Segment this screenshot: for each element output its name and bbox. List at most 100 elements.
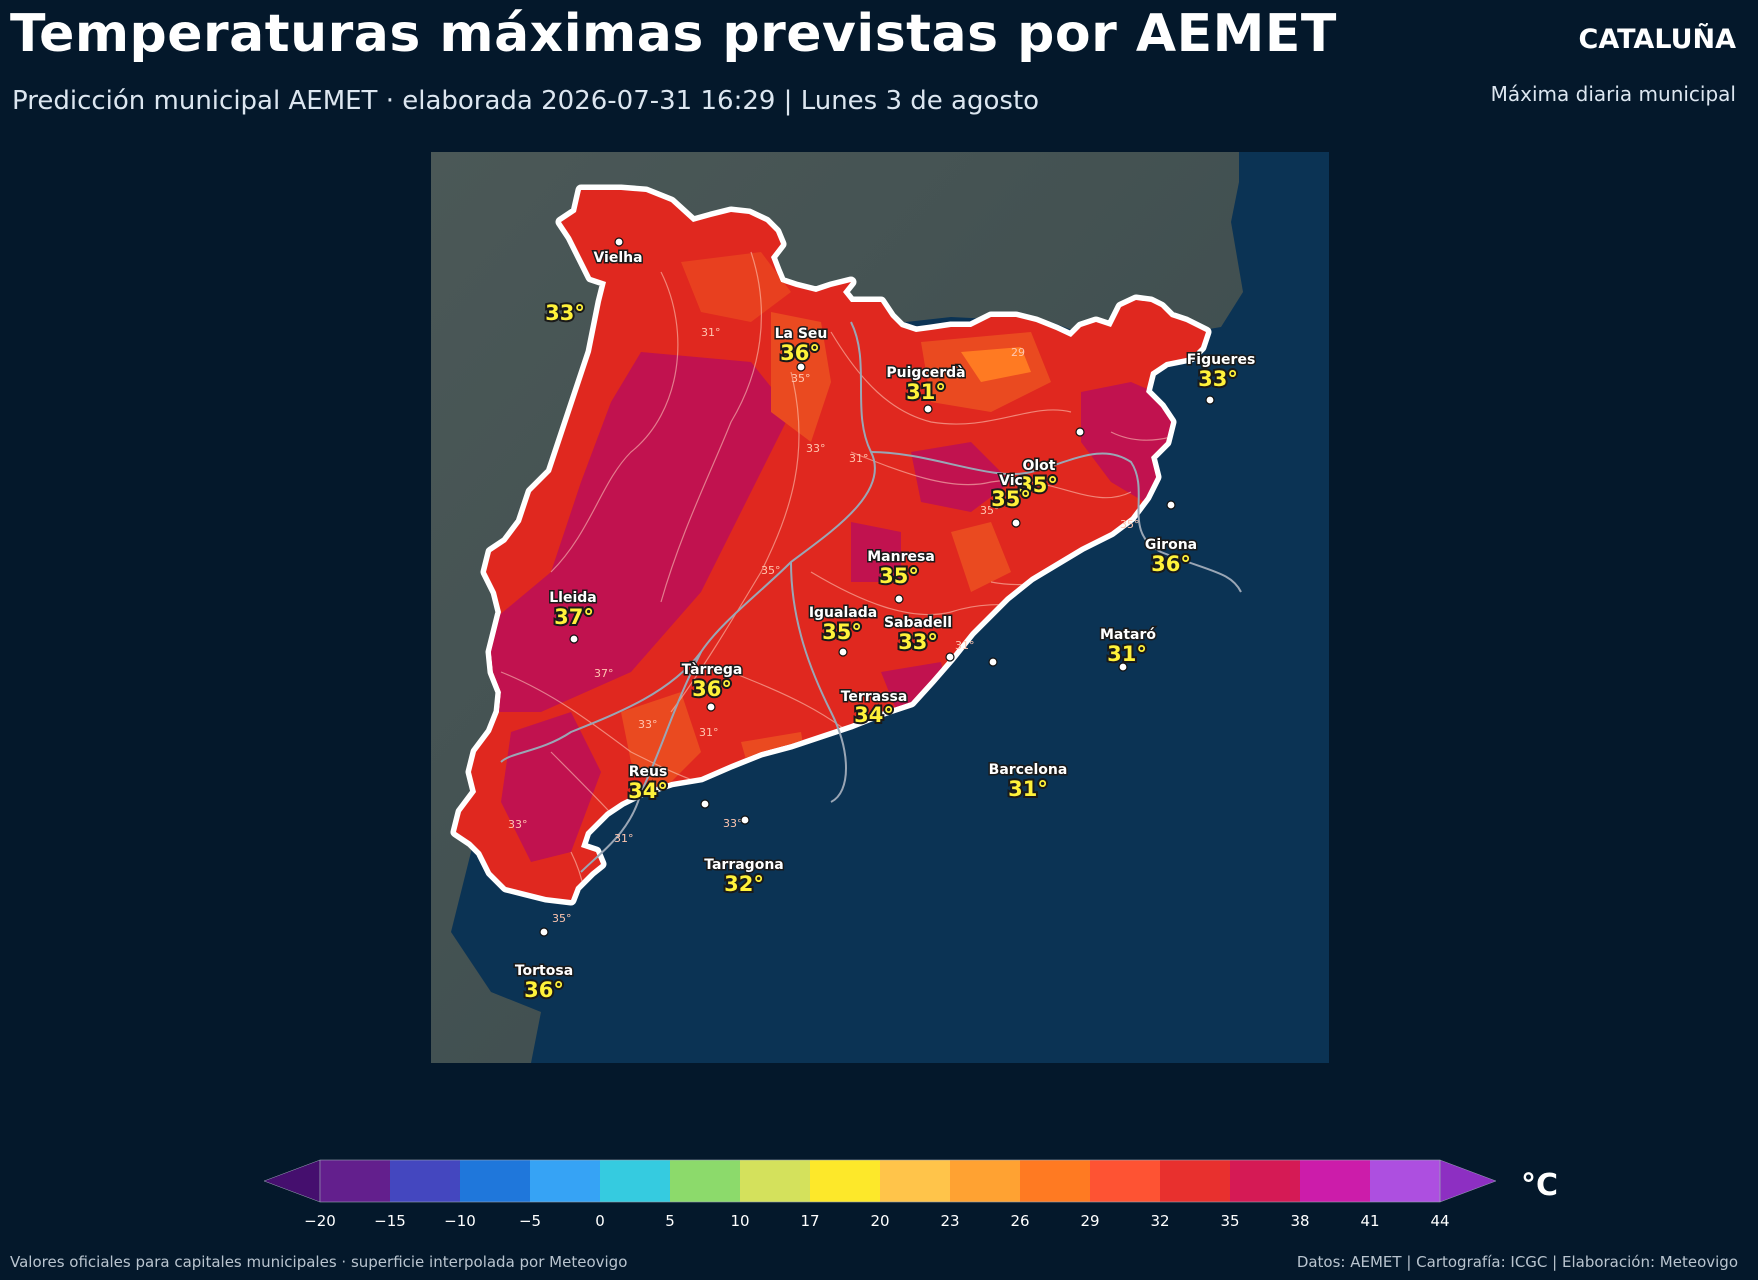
colorbar-segment xyxy=(1230,1160,1301,1202)
contour-lines xyxy=(500,251,1206,900)
city-name-label: Vic xyxy=(999,473,1023,489)
contour-value-label: 35° xyxy=(791,372,811,385)
colorbar-outline xyxy=(319,1159,1441,1203)
contour-value-label: 33° xyxy=(723,817,743,830)
city-marker xyxy=(1011,518,1021,528)
colorbar-segment xyxy=(600,1160,671,1202)
colorbar-tick-label: 38 xyxy=(1290,1212,1310,1230)
colorbar-tick-label: −15 xyxy=(374,1212,406,1230)
city-name-label: Lleida xyxy=(549,590,596,606)
footer-note: Valores oficiales para capitales municip… xyxy=(10,1253,628,1271)
map-title: Temperaturas máximas previstas por AEMET xyxy=(10,4,1337,64)
contour-value-label: 37° xyxy=(594,667,614,680)
city-name-label: Figueres xyxy=(1187,352,1256,368)
city-name-label: Mataró xyxy=(1100,627,1156,643)
colorbar-tick-label: 41 xyxy=(1360,1212,1380,1230)
colorbar-segment xyxy=(390,1160,461,1202)
map-subtitle: Predicción municipal AEMET · elaborada 2… xyxy=(12,86,1040,116)
colorbar-tick-label: 0 xyxy=(595,1212,605,1230)
colorbar-segment xyxy=(1300,1160,1371,1202)
city-marker xyxy=(539,927,549,937)
city-temperature-label: 31° xyxy=(1008,777,1048,801)
colorbar-segment xyxy=(880,1160,951,1202)
colorbar-tick-label: 29 xyxy=(1080,1212,1100,1230)
city-temperature-label: 32° xyxy=(724,872,764,896)
contour-value-label: 35° xyxy=(761,564,781,577)
city-name-label: Barcelona xyxy=(989,762,1068,778)
contour-value-label: 31° xyxy=(701,326,721,339)
colorbar-low-extend xyxy=(263,1159,321,1203)
region-subtitle: Máxima diaria municipal xyxy=(1490,82,1736,106)
province-borders xyxy=(500,321,1242,873)
city-temperature-label: 33° xyxy=(898,630,938,654)
city-marker xyxy=(1205,395,1215,405)
city-marker xyxy=(945,652,955,662)
city-marker xyxy=(700,799,710,809)
city-temperature-label: 33° xyxy=(1198,367,1238,391)
region-name: CATALUÑA xyxy=(1578,24,1737,55)
contour-value-label: 35° xyxy=(980,504,1000,517)
colorbar-tick-label: 10 xyxy=(730,1212,750,1230)
city-marker xyxy=(740,815,750,825)
city-marker xyxy=(838,647,848,657)
city-temperature-label: 31° xyxy=(1107,642,1147,666)
colorbar-tick-label: 26 xyxy=(1010,1212,1030,1230)
colorbar-tick-label: −20 xyxy=(304,1212,336,1230)
colorbar-tick-label: 17 xyxy=(800,1212,820,1230)
contour-value-label: 31° xyxy=(699,726,719,739)
city-temperature-label: 36° xyxy=(780,341,820,365)
colorbar-segment xyxy=(1370,1160,1441,1202)
colorbar-segment xyxy=(1160,1160,1231,1202)
city-temperature-label: 35° xyxy=(822,620,862,644)
city-name-label: Manresa xyxy=(867,549,935,565)
city-temperature-label: 36° xyxy=(1151,552,1191,576)
footer-credits: Datos: AEMET | Cartografía: ICGC | Elabo… xyxy=(1296,1253,1738,1271)
city-name-label: Tàrrega xyxy=(682,662,743,678)
city-marker xyxy=(894,594,904,604)
city-temperature-label: 31° xyxy=(906,380,946,404)
city-marker xyxy=(569,634,579,644)
temperature-map: 31° 35° 33° 31° 35° 35° 35° 37° 33° 31° 31° 33° 31° 3… xyxy=(431,152,1329,1063)
colorbar-high-extend xyxy=(1439,1159,1497,1203)
city-marker xyxy=(706,702,716,712)
city-temperature-label: 35° xyxy=(1018,473,1058,497)
city-name-label: Girona xyxy=(1145,537,1197,553)
city-temperature-label: 33° xyxy=(545,301,585,325)
city-marker xyxy=(614,237,624,247)
colorbar-tick-label: 32 xyxy=(1150,1212,1170,1230)
city-marker xyxy=(1118,662,1128,672)
colorbar-segment xyxy=(1020,1160,1091,1202)
contour-value-label: 35° xyxy=(1120,518,1140,531)
city-marker xyxy=(1075,427,1085,437)
city-name-label: Tortosa xyxy=(515,963,573,979)
contour-value-label: 31° xyxy=(955,639,975,652)
city-temperature-label: 37° xyxy=(554,605,594,629)
city-name-label: Sabadell xyxy=(884,615,952,631)
city-name-label: Tarragona xyxy=(704,857,784,873)
colorbar-tick-label: 20 xyxy=(870,1212,890,1230)
contour-value-label: 33° xyxy=(508,818,528,831)
colorbar-tick-label: 35 xyxy=(1220,1212,1240,1230)
city-temperature-label: 35° xyxy=(879,564,919,588)
contour-value-label: 29 xyxy=(1011,346,1025,359)
colorbar-segment xyxy=(1090,1160,1161,1202)
colorbar-tick-label: −5 xyxy=(518,1212,542,1230)
colorbar-segment xyxy=(460,1160,531,1202)
colorbar-tick-label: 23 xyxy=(940,1212,960,1230)
colorbar-segment xyxy=(950,1160,1021,1202)
city-marker xyxy=(872,711,882,721)
city-temperature-label: 35° xyxy=(991,487,1031,511)
colorbar-segment xyxy=(670,1160,741,1202)
contour-value-label: 31° xyxy=(849,452,869,465)
colorbar-segment xyxy=(810,1160,881,1202)
colorbar-tick-label: 44 xyxy=(1430,1212,1450,1230)
colorbar-tick-label: −10 xyxy=(444,1212,476,1230)
city-temperature-label: 36° xyxy=(692,677,732,701)
city-name-label: Puigcerdà xyxy=(886,365,965,381)
contour-value-label: 35° xyxy=(552,912,572,925)
city-name-label: Vielha xyxy=(593,250,642,266)
contour-value-label: 31° xyxy=(614,832,634,845)
city-name-label: Olot xyxy=(1022,458,1055,474)
contour-value-label: 33° xyxy=(806,442,826,455)
city-name-label: Reus xyxy=(629,764,668,780)
